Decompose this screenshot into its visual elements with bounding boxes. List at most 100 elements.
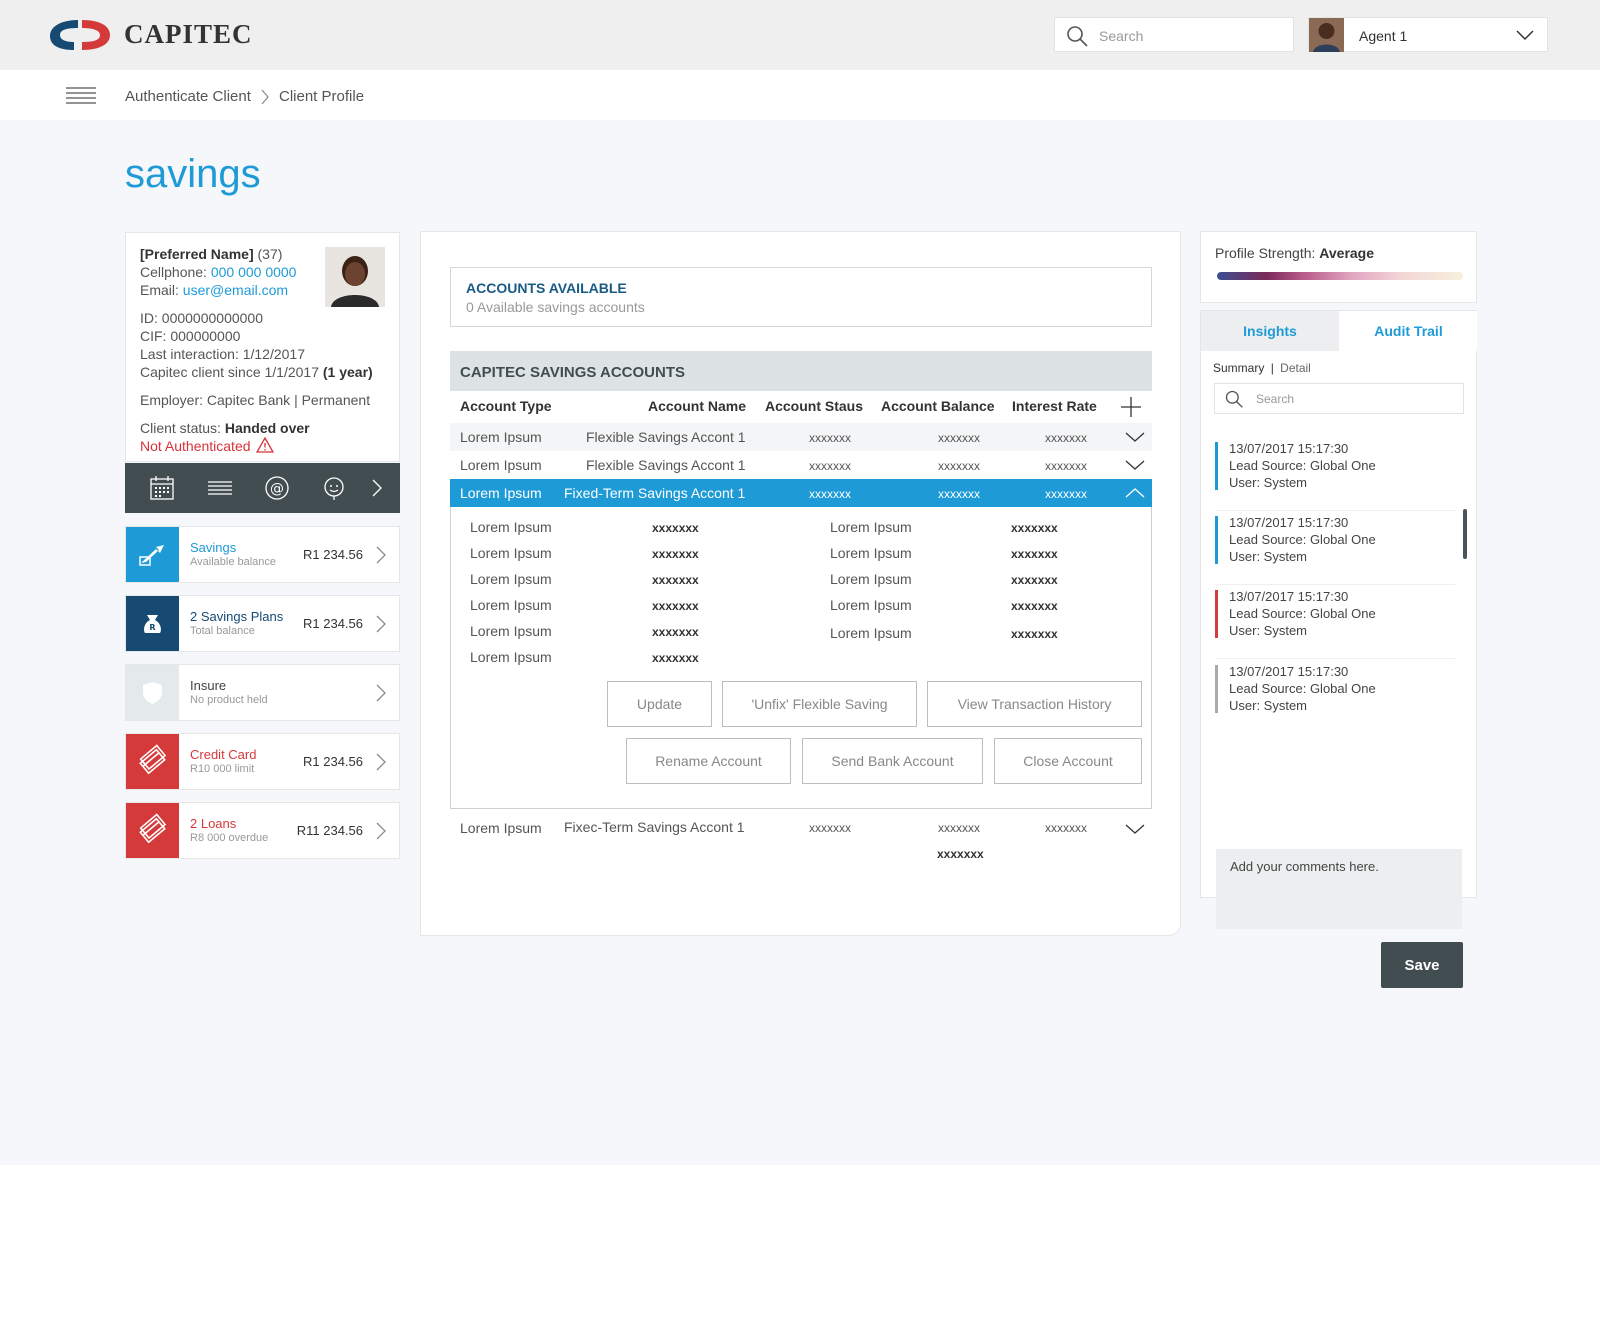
accounts-available-title: ACCOUNTS AVAILABLE — [466, 280, 627, 296]
comment-placeholder: Add your comments here. — [1230, 859, 1379, 874]
update-button[interactable]: Update — [607, 681, 712, 727]
accounts-available-box: ACCOUNTS AVAILABLE 0 Available savings a… — [450, 267, 1152, 327]
audit-entry[interactable]: 13/07/2017 15:17:30 Lead Source: Global … — [1215, 440, 1455, 506]
view-transaction-history-button[interactable]: View Transaction History — [927, 681, 1142, 727]
search-icon — [1225, 390, 1243, 408]
chevron-up-icon[interactable] — [1125, 486, 1145, 500]
product-loans[interactable]: 2 Loans R8 000 overdue R11 234.56 — [125, 802, 400, 859]
search-icon — [1067, 26, 1088, 47]
table-row[interactable]: Lorem Ipsum Flexible Savings Accont 1 xx… — [450, 423, 1152, 451]
detail-value: xxxxxxx — [652, 599, 699, 613]
warning-icon — [256, 436, 275, 453]
row-account-balance: xxxxxxx — [938, 487, 980, 501]
scrollbar-thumb[interactable] — [1463, 509, 1467, 559]
agent-menu[interactable]: Agent 1 — [1308, 17, 1548, 52]
detail-label: Lorem Ipsum — [830, 571, 912, 587]
tab-insights[interactable]: Insights — [1201, 311, 1339, 351]
detail-label: Lorem Ipsum — [830, 545, 912, 561]
audit-user: User: System — [1229, 698, 1308, 713]
table-row[interactable]: Lorem Ipsum Fixec-Term Savings Accont 1 … — [450, 813, 1152, 863]
unfix-flexible-saving-button[interactable]: 'Unfix' Flexible Saving — [722, 681, 917, 727]
account-details-expanded: Lorem Ipsum xxxxxxx Lorem Ipsum xxxxxxx … — [450, 507, 1152, 809]
client-last-interaction: Last interaction: 1/12/2017 — [140, 346, 306, 362]
shield-icon — [126, 665, 179, 720]
chevron-right-icon[interactable] — [375, 545, 387, 565]
column-account-name[interactable]: Account Name — [648, 398, 747, 414]
save-button[interactable]: Save — [1381, 942, 1463, 988]
product-title: Credit Card — [190, 747, 257, 762]
audit-entry[interactable]: 13/07/2017 15:17:30 Lead Source: Global … — [1215, 588, 1455, 654]
detail-label: Lorem Ipsum — [470, 571, 552, 587]
profile-strength-card: Profile Strength: Average — [1200, 231, 1477, 303]
top-header: CAPITEC Search Agent 1 — [0, 0, 1600, 70]
column-account-status[interactable]: Account Staus — [765, 398, 864, 414]
row-account-name: Flexible Savings Accont 1 — [586, 429, 746, 445]
add-icon[interactable] — [1120, 396, 1142, 418]
audit-entry[interactable]: 13/07/2017 15:17:30 Lead Source: Global … — [1215, 663, 1455, 729]
audit-entry-marker — [1215, 665, 1218, 713]
chevron-down-icon[interactable] — [1125, 458, 1145, 472]
email-at-icon[interactable]: @ — [264, 475, 290, 501]
agent-avatar — [1309, 18, 1344, 52]
product-amount: R1 234.56 — [303, 547, 363, 562]
column-account-balance[interactable]: Account Balance — [881, 398, 995, 414]
svg-text:R: R — [149, 623, 155, 632]
breadcrumb-authenticate-client[interactable]: Authenticate Client — [125, 88, 251, 105]
rename-account-button[interactable]: Rename Account — [626, 738, 791, 784]
client-name: [Preferred Name] — [140, 246, 254, 262]
client-cellphone[interactable]: 000 000 0000 — [210, 264, 297, 280]
menu-icon[interactable] — [66, 86, 96, 106]
column-account-type[interactable]: Account Type — [460, 398, 552, 414]
detail-value: xxxxxxx — [652, 521, 699, 535]
row-account-status: xxxxxxx — [809, 821, 851, 835]
calendar-icon[interactable] — [149, 475, 175, 501]
client-action-bar: @ — [125, 463, 400, 513]
filter-detail[interactable]: Detail — [1280, 361, 1311, 375]
chevron-right-icon[interactable] — [375, 821, 387, 841]
detail-value: xxxxxxx — [1011, 627, 1058, 641]
list-icon[interactable] — [207, 475, 233, 501]
product-title: Savings — [190, 540, 237, 555]
table-row-selected[interactable]: Lorem Ipsum Fixed-Term Savings Accont 1 … — [450, 479, 1152, 507]
breadcrumb-bar: Authenticate Client Client Profile — [0, 70, 1600, 120]
top-search-input[interactable]: Search — [1054, 17, 1294, 52]
comment-textarea[interactable]: Add your comments here. — [1216, 849, 1462, 929]
tab-audit-trail[interactable]: Audit Trail — [1340, 311, 1477, 351]
chevron-right-icon[interactable] — [375, 614, 387, 634]
detail-value: xxxxxxx — [652, 625, 699, 639]
chevron-down-icon[interactable] — [1125, 822, 1145, 836]
client-email[interactable]: user@email.com — [182, 282, 289, 298]
client-employer: Employer: Capitec Bank | Permanent — [140, 392, 371, 408]
audit-search-input[interactable]: Search — [1214, 383, 1464, 414]
close-account-button[interactable]: Close Account — [994, 738, 1142, 784]
client-id: ID: 0000000000000 — [140, 310, 263, 326]
send-bank-account-button[interactable]: Send Bank Account — [802, 738, 983, 784]
column-interest-rate[interactable]: Interest Rate — [1012, 398, 1097, 414]
support-headset-icon[interactable] — [321, 475, 347, 501]
product-insure[interactable]: Insure No product held — [125, 664, 400, 721]
breadcrumb-client-profile[interactable]: Client Profile — [279, 88, 365, 105]
product-title: 2 Loans — [190, 816, 237, 831]
chevron-right-icon[interactable] — [371, 478, 383, 498]
savings-icon — [126, 527, 179, 582]
audit-entry-marker — [1215, 442, 1218, 490]
audit-user: User: System — [1229, 549, 1308, 564]
product-amount: R1 234.56 — [303, 754, 363, 769]
row-account-balance: xxxxxxx — [938, 459, 980, 473]
chevron-right-icon[interactable] — [375, 752, 387, 772]
product-savings-plans[interactable]: R 2 Savings Plans Total balance R1 234.5… — [125, 595, 400, 652]
row-account-status: xxxxxxx — [809, 459, 851, 473]
product-savings[interactable]: Savings Available balance R1 234.56 — [125, 526, 400, 583]
savings-section-title: CAPITEC SAVINGS ACCOUNTS — [460, 364, 686, 381]
capitec-logo-icon[interactable] — [48, 18, 112, 52]
client-photo — [325, 247, 385, 307]
detail-label: Lorem Ipsum — [470, 545, 552, 561]
email-label: Email: — [140, 282, 179, 298]
chevron-down-icon[interactable] — [1125, 430, 1145, 444]
filter-summary[interactable]: Summary — [1213, 361, 1265, 375]
audit-entry[interactable]: 13/07/2017 15:17:30 Lead Source: Global … — [1215, 514, 1455, 580]
table-row[interactable]: Lorem Ipsum Flexible Savings Accont 1 xx… — [450, 451, 1152, 479]
product-credit-card[interactable]: Credit Card R10 000 limit R1 234.56 — [125, 733, 400, 790]
chevron-down-icon[interactable] — [1515, 27, 1535, 43]
chevron-right-icon[interactable] — [375, 683, 387, 703]
